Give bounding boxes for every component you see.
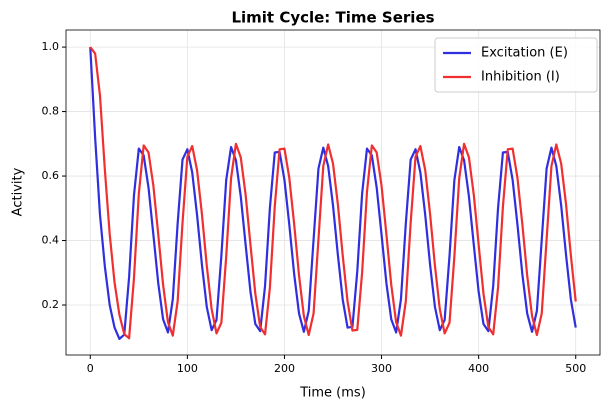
x-tick-label: 400 xyxy=(468,362,489,375)
y-axis-label: Activity xyxy=(11,167,26,216)
legend-label: Excitation (E) xyxy=(481,46,568,61)
y-tick-label: 0.4 xyxy=(42,234,60,247)
x-tick-label: 0 xyxy=(87,362,94,375)
legend-label: Inhibition (I) xyxy=(481,70,560,85)
x-tick-label: 500 xyxy=(565,362,586,375)
y-tick-label: 1.0 xyxy=(42,40,60,53)
x-axis-label: Time (ms) xyxy=(299,386,366,401)
x-tick-label: 100 xyxy=(177,362,198,375)
series-line xyxy=(89,47,577,340)
series-line xyxy=(89,46,577,340)
y-tick-label: 0.8 xyxy=(42,105,60,118)
x-tick-label: 300 xyxy=(371,362,392,375)
plot-frame xyxy=(65,29,601,356)
chart-title: Limit Cycle: Time Series xyxy=(231,9,434,27)
x-tick-label: 200 xyxy=(274,362,295,375)
legend-box xyxy=(434,37,598,93)
y-tick-label: 0.2 xyxy=(42,298,60,311)
y-tick-label: 0.6 xyxy=(42,169,60,182)
